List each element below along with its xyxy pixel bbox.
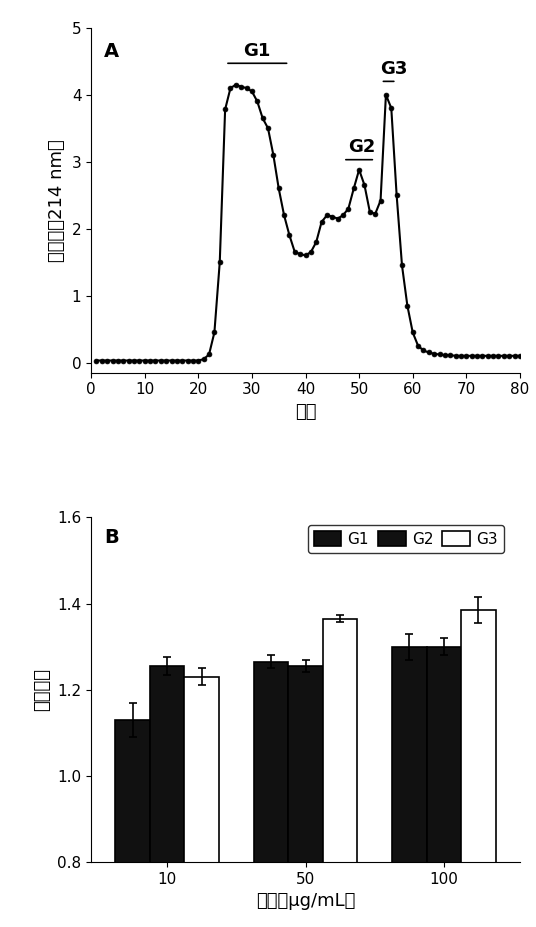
Text: G2: G2 (348, 138, 376, 157)
Legend: G1, G2, G3: G1, G2, G3 (308, 525, 504, 552)
Bar (184, 677, 219, 927)
Text: B: B (104, 527, 119, 547)
Bar (254, 662, 288, 927)
Bar (115, 720, 150, 927)
Bar (392, 647, 427, 927)
Bar (288, 666, 323, 927)
Text: G3: G3 (380, 60, 408, 78)
X-axis label: 浓度（μg/mL）: 浓度（μg/mL） (256, 893, 355, 910)
Bar (427, 647, 461, 927)
Bar (323, 618, 358, 927)
Bar (461, 610, 496, 927)
Y-axis label: 刺激指数: 刺激指数 (34, 668, 51, 711)
Y-axis label: 吸光値（214 nm）: 吸光値（214 nm） (48, 139, 66, 261)
X-axis label: 管数: 管数 (295, 403, 316, 421)
Text: A: A (104, 42, 119, 60)
Text: G1: G1 (243, 42, 271, 60)
Bar (150, 666, 184, 927)
